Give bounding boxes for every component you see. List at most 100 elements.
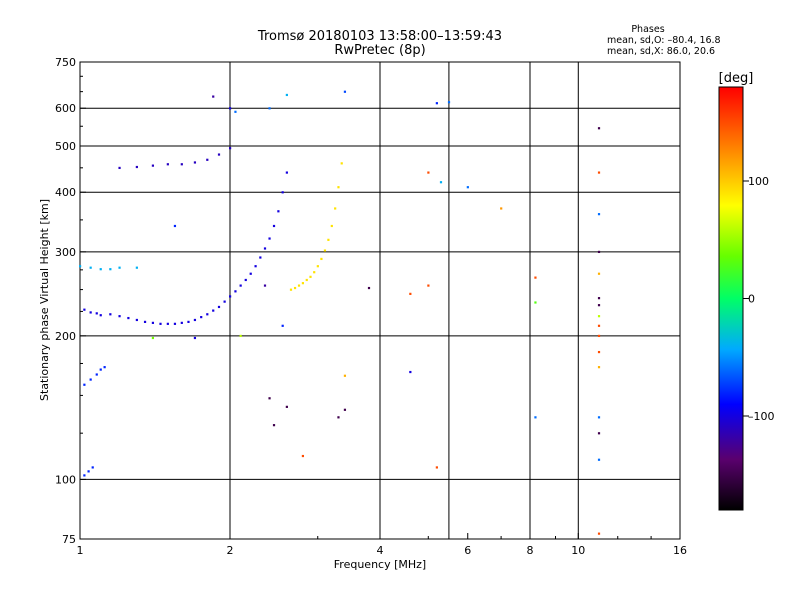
data-point-s1-12 bbox=[334, 207, 337, 210]
data-point-s6-18 bbox=[597, 272, 601, 275]
data-point-s0-6 bbox=[127, 316, 130, 320]
data-point-s2-5 bbox=[193, 161, 197, 164]
data-point-s6-33 bbox=[263, 284, 267, 287]
data-point-s6-20 bbox=[597, 304, 601, 307]
data-point-s1-7 bbox=[316, 265, 319, 268]
data-point-s1-1 bbox=[293, 286, 297, 290]
data-point-s1-4 bbox=[305, 278, 308, 282]
colorbar-label: [deg] bbox=[719, 71, 754, 86]
data-point-s6-36 bbox=[343, 374, 347, 377]
data-point-s4-4 bbox=[103, 366, 106, 369]
data-point-s6-45 bbox=[534, 416, 537, 419]
data-point-s0-26 bbox=[254, 265, 257, 268]
data-point-s0-13 bbox=[180, 321, 183, 324]
data-point-s6-4 bbox=[285, 93, 288, 97]
data-point-s6-34 bbox=[281, 324, 284, 327]
data-point-s0-14 bbox=[187, 320, 190, 323]
colorbar bbox=[718, 86, 744, 511]
data-point-s1-13 bbox=[337, 186, 340, 189]
data-point-s0-33 bbox=[285, 171, 288, 174]
data-point-s1-3 bbox=[301, 282, 305, 285]
x-tick-label-4: 8 bbox=[527, 544, 534, 557]
x-tick-label-5: 10 bbox=[571, 544, 585, 557]
data-point-s0-24 bbox=[244, 278, 247, 282]
data-point-s0-8 bbox=[143, 320, 147, 323]
data-point-s4-0 bbox=[83, 383, 86, 386]
data-point-s6-28 bbox=[597, 458, 601, 461]
data-point-s1-6 bbox=[313, 271, 316, 274]
y-tick-label-4: 400 bbox=[55, 186, 76, 199]
y-axis-label: Stationary phase Virtual Height [km] bbox=[38, 199, 51, 401]
data-point-s0-22 bbox=[234, 290, 237, 293]
data-point-s6-5 bbox=[343, 90, 347, 93]
data-point-s0-17 bbox=[206, 313, 209, 316]
data-point-s1-5 bbox=[309, 275, 312, 278]
data-point-s6-10 bbox=[466, 186, 469, 189]
data-point-s0-0 bbox=[83, 308, 86, 311]
data-point-s6-38 bbox=[343, 408, 347, 411]
data-point-s6-2 bbox=[234, 110, 237, 113]
data-point-s2-1 bbox=[135, 165, 138, 169]
data-point-s1-2 bbox=[297, 284, 301, 287]
data-point-s6-40 bbox=[285, 405, 288, 408]
data-point-s4-2 bbox=[95, 373, 98, 376]
grid-lines bbox=[80, 62, 680, 539]
data-point-s6-14 bbox=[597, 127, 601, 130]
data-points bbox=[79, 90, 601, 535]
y-tick-label-7: 750 bbox=[55, 56, 76, 69]
data-point-s0-9 bbox=[151, 321, 155, 324]
phases-o-line: mean, sd,O: –80.4, 16.8 bbox=[607, 35, 721, 46]
data-point-s6-8 bbox=[427, 171, 430, 174]
data-point-s0-11 bbox=[166, 322, 169, 325]
data-point-s0-2 bbox=[95, 312, 98, 315]
data-point-s2-8 bbox=[229, 147, 232, 150]
data-point-s6-26 bbox=[597, 416, 601, 419]
data-point-s6-32 bbox=[367, 286, 371, 290]
data-point-s6-31 bbox=[427, 284, 430, 287]
data-point-s0-21 bbox=[229, 295, 232, 298]
data-point-s0-1 bbox=[89, 311, 92, 314]
data-point-s6-11 bbox=[500, 207, 503, 210]
data-point-s6-3 bbox=[268, 107, 271, 110]
data-point-s1-0 bbox=[289, 288, 293, 291]
data-point-s6-19 bbox=[597, 297, 601, 300]
y-tick-label-2: 200 bbox=[55, 330, 76, 343]
data-point-s0-19 bbox=[217, 305, 221, 309]
data-point-s6-41 bbox=[272, 424, 276, 427]
data-point-s0-16 bbox=[200, 316, 203, 319]
data-point-s6-23 bbox=[597, 334, 601, 338]
data-point-s0-28 bbox=[263, 247, 267, 250]
y-tick-label-3: 300 bbox=[55, 246, 76, 259]
colorbar-tick-label-0: 100 bbox=[748, 175, 769, 188]
data-point-s5-1 bbox=[87, 470, 90, 473]
data-point-s6-39 bbox=[268, 397, 271, 400]
colorbar-tick-label-1: 0 bbox=[748, 293, 755, 306]
data-point-s6-48 bbox=[151, 336, 155, 340]
x-tick-label-3: 6 bbox=[464, 544, 471, 557]
data-point-s6-21 bbox=[597, 315, 601, 318]
x-tick-label-1: 2 bbox=[227, 544, 234, 557]
data-point-s6-27 bbox=[597, 432, 601, 435]
data-point-s3-3 bbox=[109, 268, 112, 271]
x-tick-label-2: 4 bbox=[377, 544, 384, 557]
data-point-s6-24 bbox=[597, 350, 601, 354]
x-tick-label-6: 16 bbox=[673, 544, 687, 557]
colorbar-tick-label-2: –100 bbox=[748, 410, 775, 423]
data-point-s0-5 bbox=[118, 315, 121, 318]
data-point-s6-15 bbox=[597, 171, 601, 174]
data-point-s0-31 bbox=[277, 210, 280, 213]
data-point-s1-8 bbox=[320, 257, 323, 261]
y-tick-label-1: 100 bbox=[55, 473, 76, 486]
data-point-s6-1 bbox=[229, 107, 232, 110]
data-point-s0-4 bbox=[109, 313, 112, 316]
colorbar-ticks: 100 0 –100 bbox=[743, 175, 775, 423]
data-point-s0-30 bbox=[272, 224, 276, 228]
data-point-s2-6 bbox=[206, 158, 209, 161]
data-point-s6-13 bbox=[534, 301, 537, 304]
phases-heading: Phases bbox=[631, 24, 664, 35]
data-point-s5-2 bbox=[91, 466, 94, 469]
data-point-s2-2 bbox=[151, 164, 155, 167]
data-point-s6-46 bbox=[173, 224, 177, 228]
data-point-s1-9 bbox=[323, 249, 327, 252]
